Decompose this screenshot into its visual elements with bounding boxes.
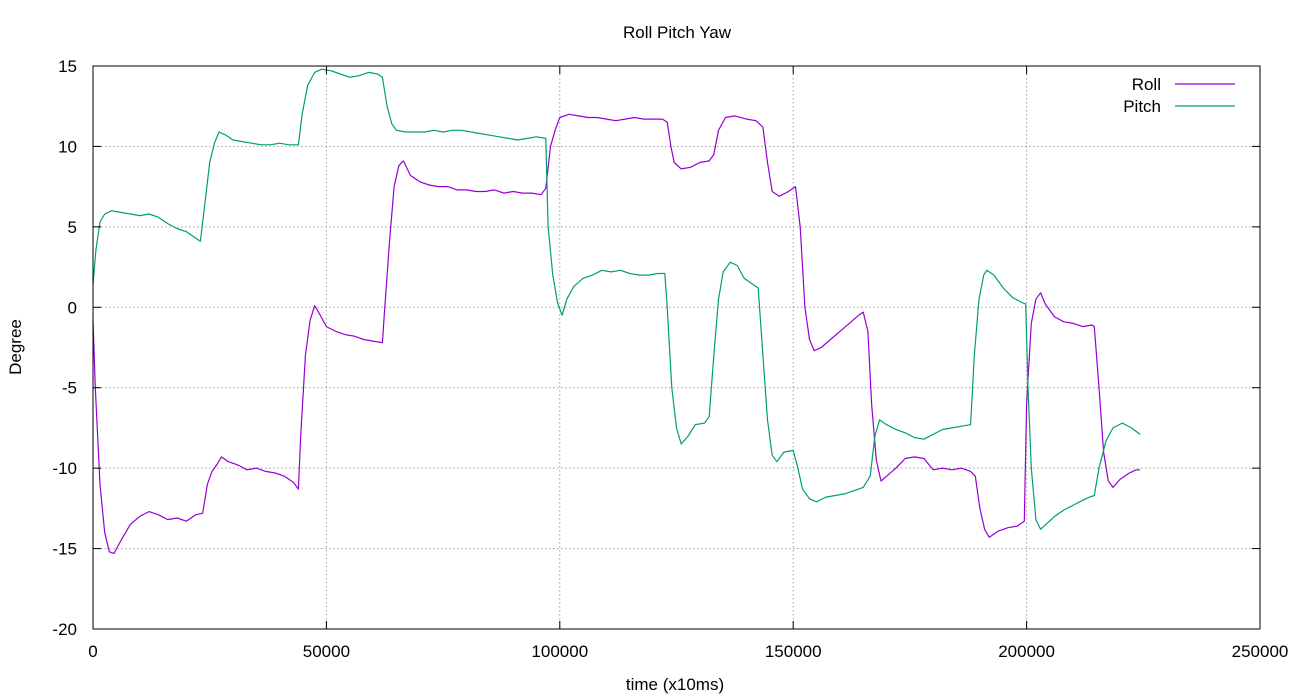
x-tick-label: 50000 <box>303 642 350 661</box>
x-tick-label: 150000 <box>765 642 822 661</box>
y-tick-label: -5 <box>62 379 77 398</box>
plot-frame <box>92 65 1261 630</box>
legend: Roll Pitch <box>1123 75 1235 116</box>
chart-title: Roll Pitch Yaw <box>623 23 732 42</box>
grid <box>93 66 1260 629</box>
y-tick-label: 5 <box>68 218 77 237</box>
series-line-pitch <box>92 68 1141 530</box>
y-tick-label: 0 <box>68 298 77 317</box>
x-tick-label: 100000 <box>531 642 588 661</box>
x-axis-ticks: 0 50000 100000 150000 200000 250000 <box>88 66 1288 661</box>
y-tick-label: 15 <box>58 57 77 76</box>
y-tick-label: -15 <box>52 540 77 559</box>
x-tick-label: 200000 <box>998 642 1055 661</box>
y-axis-ticks: -20 -15 -10 -5 0 5 10 15 <box>52 57 1260 639</box>
y-tick-label: 10 <box>58 137 77 156</box>
legend-label-pitch: Pitch <box>1123 97 1161 116</box>
series-lines <box>92 68 1141 555</box>
legend-label-roll: Roll <box>1132 75 1161 94</box>
x-tick-label: 250000 <box>1232 642 1289 661</box>
y-tick-label: -20 <box>52 620 77 639</box>
y-axis-title: Degree <box>6 319 25 375</box>
series-line-roll <box>92 113 1140 555</box>
x-axis-title: time (x10ms) <box>626 675 724 694</box>
x-tick-label: 0 <box>88 642 97 661</box>
y-tick-label: -10 <box>52 459 77 478</box>
